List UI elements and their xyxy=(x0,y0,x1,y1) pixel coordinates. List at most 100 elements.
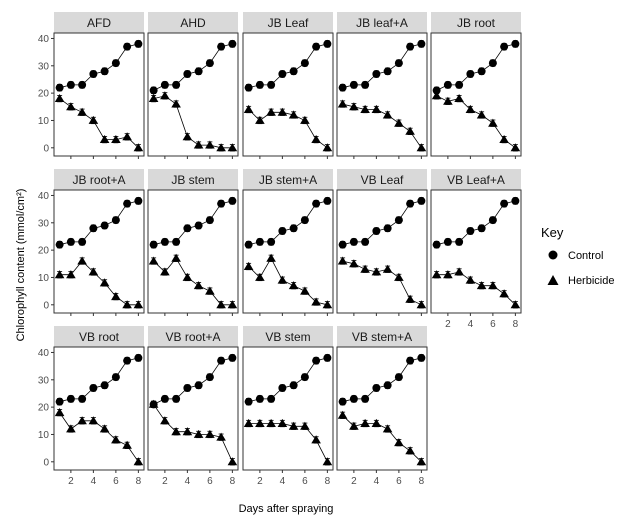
panel-strip xyxy=(337,12,427,33)
herbicide-point xyxy=(77,107,87,116)
herbicide-point xyxy=(66,270,76,279)
herbicide-point xyxy=(311,297,321,306)
control-point xyxy=(149,86,158,95)
herbicide-point xyxy=(300,421,310,430)
herbicide-point xyxy=(133,300,144,309)
herbicide-point xyxy=(394,118,404,127)
control-point xyxy=(338,240,347,249)
x-tick-label: 6 xyxy=(396,476,402,487)
herbicide-point xyxy=(160,416,170,425)
y-tick-label: 30 xyxy=(38,375,50,386)
control-point xyxy=(183,70,192,78)
control-point xyxy=(323,196,332,205)
y-tick-label: 40 xyxy=(38,191,50,202)
x-tick-label: 2 xyxy=(257,476,263,487)
control-point xyxy=(383,224,392,233)
control-point xyxy=(312,199,321,208)
panel-title: VB root xyxy=(79,330,120,344)
panel-title: JB stem+A xyxy=(259,173,317,187)
control-point xyxy=(217,199,226,208)
control-point xyxy=(455,237,464,246)
panel-plot-area xyxy=(242,346,334,471)
herbicide-point xyxy=(349,102,359,111)
herbicide-point xyxy=(54,270,65,279)
control-point xyxy=(443,237,452,246)
y-tick-label: 20 xyxy=(38,403,50,414)
control-point xyxy=(349,394,358,403)
control-point xyxy=(289,381,298,390)
herbicide-point xyxy=(99,278,110,287)
legend: Key Control Herbicide xyxy=(541,225,614,287)
herbicide-point xyxy=(255,418,265,427)
y-tick-label: 10 xyxy=(38,116,50,127)
herbicide-point xyxy=(288,110,299,119)
control-point xyxy=(123,356,132,365)
panel-title: JB stem xyxy=(171,173,214,187)
panel-strip xyxy=(148,12,238,33)
herbicide-point xyxy=(311,435,321,444)
herbicide-point xyxy=(88,267,99,276)
panel-strip xyxy=(148,169,238,190)
panel-plot-area xyxy=(147,189,239,314)
panel: JB Leaf xyxy=(242,12,334,159)
herbicide-point xyxy=(133,143,144,152)
control-point xyxy=(100,381,109,390)
herbicide-point xyxy=(227,143,238,152)
control-point xyxy=(466,70,475,78)
control-point xyxy=(244,397,253,406)
herbicide-point xyxy=(111,292,121,301)
control-point xyxy=(349,237,358,246)
herbicide-point xyxy=(255,272,265,281)
herbicide-point xyxy=(300,286,310,295)
panel: AHD xyxy=(147,12,239,159)
control-point xyxy=(205,216,214,225)
x-tick-label: 2 xyxy=(445,319,451,330)
y-tick-label: 0 xyxy=(43,457,49,468)
control-point xyxy=(255,237,264,246)
herbicide-point xyxy=(371,267,382,276)
herbicide-point xyxy=(77,416,87,425)
y-tick-label: 40 xyxy=(38,34,50,45)
herbicide-point xyxy=(66,102,76,111)
panel-strip xyxy=(54,326,144,347)
control-point xyxy=(111,373,120,382)
panel: VB Leaf+A 2 4 6 8 xyxy=(430,169,522,330)
control-point xyxy=(55,240,64,249)
panel-plot-area xyxy=(242,189,334,314)
herbicide-point xyxy=(193,140,204,149)
x-tick-label: 6 xyxy=(490,319,496,330)
panel-plot-area xyxy=(147,346,239,471)
panel-strip xyxy=(243,326,333,347)
herbicide-point xyxy=(216,432,226,441)
herbicide-point xyxy=(266,253,276,262)
control-point xyxy=(205,373,214,382)
herbicide-point xyxy=(255,115,265,124)
panel-plot-area xyxy=(242,32,334,157)
legend-label-control: Control xyxy=(568,250,603,262)
herbicide-point xyxy=(88,115,99,124)
herbicide-point xyxy=(160,267,170,276)
control-point xyxy=(300,373,309,382)
herbicide-point xyxy=(243,104,254,113)
control-point xyxy=(134,196,143,205)
panel-plot-area xyxy=(336,346,428,471)
panel-title: JB Leaf xyxy=(268,16,309,30)
herbicide-point xyxy=(148,94,159,102)
control-point xyxy=(267,394,276,403)
panel-title: VB root+A xyxy=(165,330,220,344)
herbicide-point xyxy=(394,438,404,447)
control-point xyxy=(500,42,509,51)
herbicide-point xyxy=(205,429,215,438)
herbicide-point xyxy=(371,104,382,113)
y-tick-label: 0 xyxy=(43,300,49,311)
herbicide-point xyxy=(300,115,310,124)
herbicide-point xyxy=(171,253,181,262)
herbicide-point xyxy=(77,256,87,265)
control-point xyxy=(338,397,347,406)
herbicide-point xyxy=(182,427,193,436)
herbicide-point xyxy=(382,424,393,433)
herbicide-point xyxy=(182,132,193,141)
herbicide-point xyxy=(322,300,333,309)
control-point xyxy=(228,196,237,205)
herbicide-point xyxy=(111,435,121,444)
